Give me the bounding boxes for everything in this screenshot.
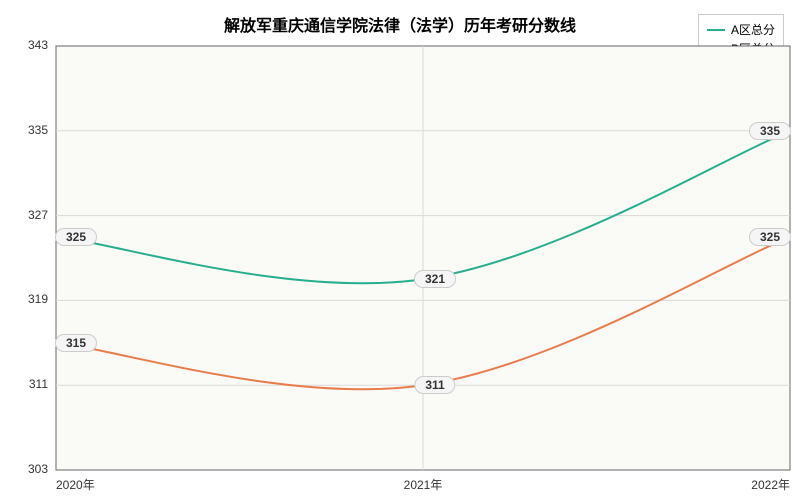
y-tick-label: 327 xyxy=(0,208,48,222)
y-tick-label: 303 xyxy=(0,462,48,476)
data-point-label: 335 xyxy=(749,122,791,140)
data-point-label: 325 xyxy=(749,228,791,246)
x-tick-label: 2020年 xyxy=(56,476,136,493)
data-point-label: 315 xyxy=(55,334,97,352)
x-tick-label: 2022年 xyxy=(710,476,790,493)
y-tick-label: 343 xyxy=(0,38,48,52)
line-chart: 解放军重庆通信学院法律（法学）历年考研分数线 A区总分 B区总分 3033113… xyxy=(0,0,800,500)
y-tick-label: 335 xyxy=(0,123,48,137)
data-point-label: 325 xyxy=(55,228,97,246)
data-point-label: 311 xyxy=(414,376,455,394)
plot-area xyxy=(0,0,800,500)
y-tick-label: 311 xyxy=(0,377,48,391)
x-tick-label: 2021年 xyxy=(383,476,463,493)
data-point-label: 321 xyxy=(414,270,456,288)
y-tick-label: 319 xyxy=(0,292,48,306)
